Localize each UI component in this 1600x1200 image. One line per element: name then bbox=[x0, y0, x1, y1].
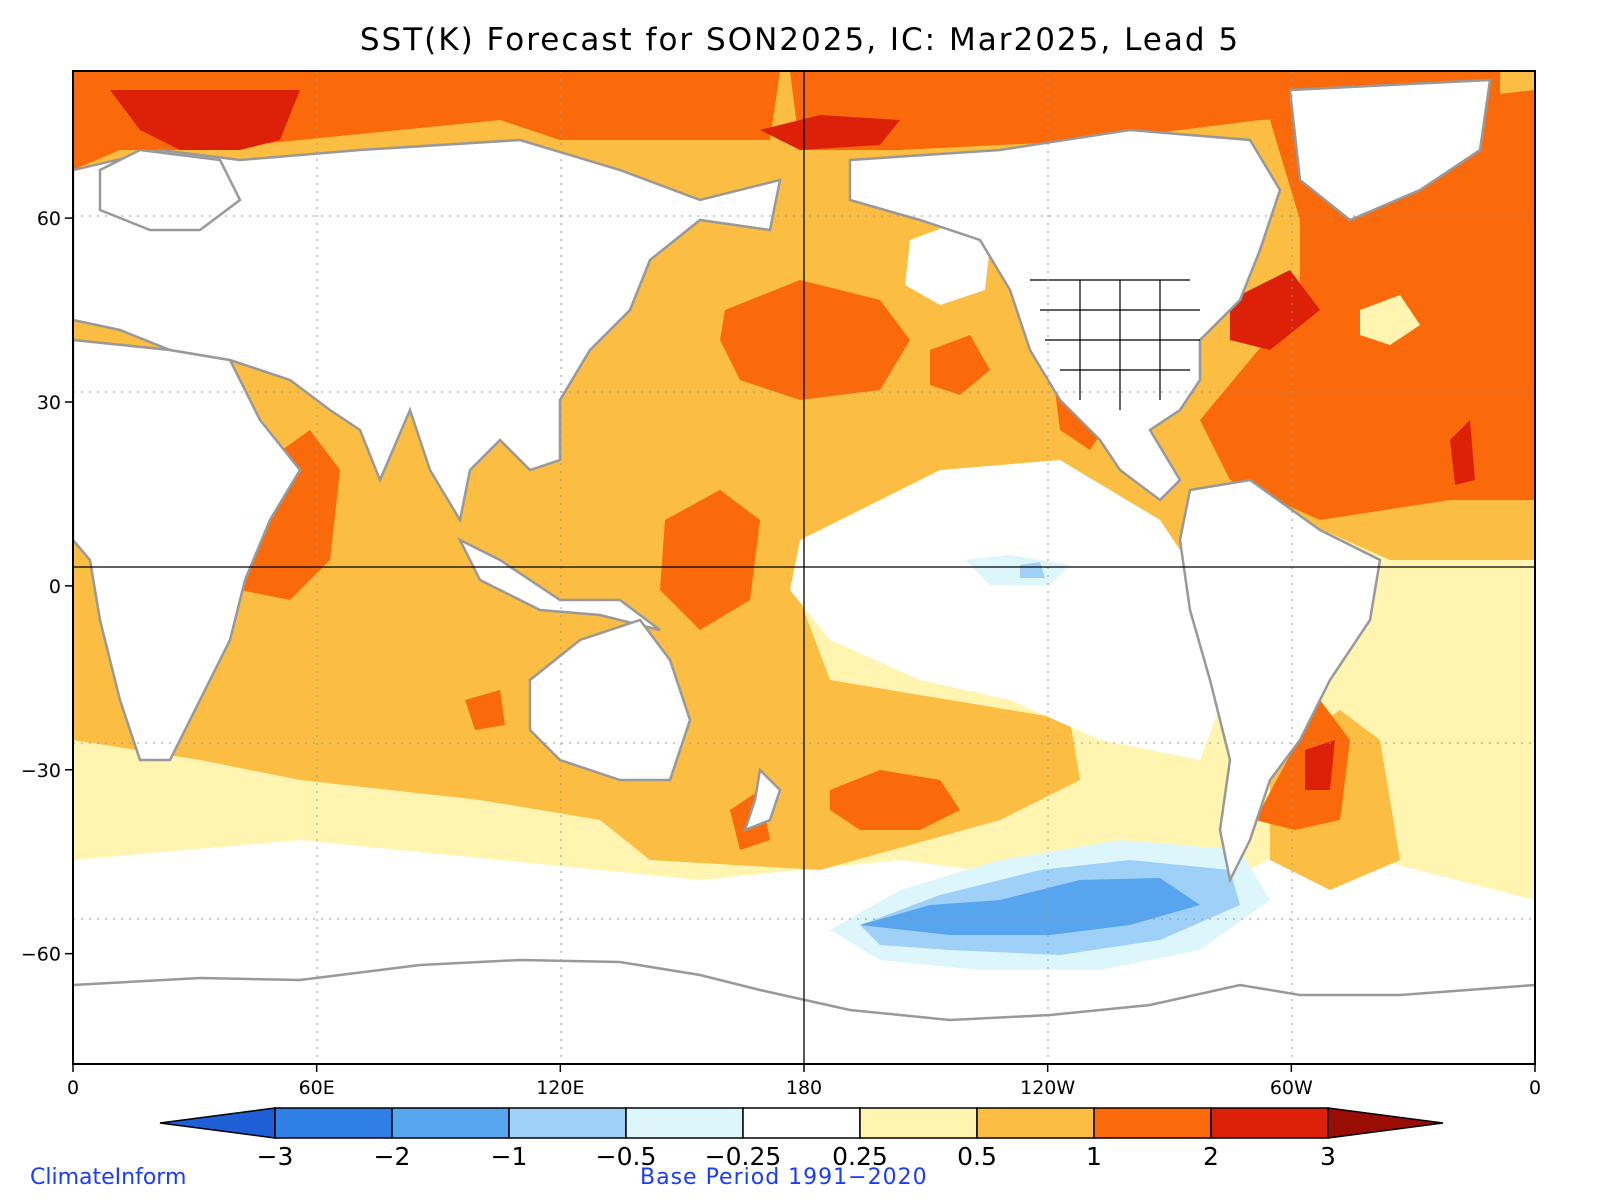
lat-tick-label: −60 bbox=[21, 944, 61, 966]
lat-tick-label: −30 bbox=[21, 760, 61, 782]
indonesia-islands bbox=[457, 537, 661, 632]
colorbar-segment bbox=[1093, 1107, 1212, 1139]
colorbar-segment bbox=[976, 1107, 1095, 1139]
colorbar-segment bbox=[742, 1107, 861, 1139]
base-period-label: Base Period 1991−2020 bbox=[640, 1165, 928, 1190]
colorbar-label: 0.25 bbox=[832, 1142, 888, 1171]
lon-tick-label: 180 bbox=[786, 1077, 822, 1099]
antarctica-coast bbox=[73, 958, 1535, 1022]
lon-tick-label: 120W bbox=[1020, 1077, 1075, 1099]
lon-tick-label: 120E bbox=[536, 1077, 584, 1099]
longitude-labels: 0 60E 120E 180 120W 60W 0 bbox=[67, 1077, 1541, 1099]
colorbar-segment bbox=[859, 1107, 978, 1139]
colorbar-labels: −3 −2 −1 −0.5 −0.25 0.25 0.5 1 2 3 bbox=[257, 1142, 1336, 1171]
colorbar-label: 0.5 bbox=[957, 1142, 997, 1171]
scandinavia bbox=[98, 148, 242, 232]
lon-tick-label: 60E bbox=[299, 1077, 335, 1099]
lat-tick-label: 30 bbox=[37, 392, 61, 414]
eurasia-landmass bbox=[73, 138, 782, 524]
credit-label: ClimateInform bbox=[30, 1165, 187, 1190]
lon-tick-label: 0 bbox=[67, 1077, 79, 1099]
colorbar-label: −0.5 bbox=[596, 1142, 657, 1171]
colorbar-max-arrow bbox=[1327, 1107, 1444, 1139]
colorbar-label: −3 bbox=[257, 1142, 294, 1171]
colorbar-label: −0.25 bbox=[705, 1142, 782, 1171]
us-state-borders bbox=[1030, 279, 1200, 410]
colorbar-label: −2 bbox=[374, 1142, 411, 1171]
colorbar bbox=[159, 1107, 1444, 1139]
colorbar-segment bbox=[625, 1107, 744, 1139]
continents bbox=[73, 78, 1535, 1022]
colorbar-segment bbox=[1210, 1107, 1329, 1139]
colorbar-label: 2 bbox=[1203, 1142, 1219, 1171]
new-zealand bbox=[742, 767, 782, 833]
africa-landmass bbox=[73, 338, 302, 762]
axis-ticks bbox=[65, 217, 1536, 1072]
latitude-labels: 60 30 0 −30 −60 bbox=[21, 208, 61, 966]
colorbar-label: −1 bbox=[491, 1142, 528, 1171]
lat-tick-label: 0 bbox=[49, 576, 61, 598]
north-america-landmass bbox=[848, 128, 1282, 502]
map-title: SST(K) Forecast for SON2025, IC: Mar2025… bbox=[359, 22, 1241, 58]
south-america-landmass bbox=[1178, 478, 1382, 884]
colorbar-label: 1 bbox=[1086, 1142, 1102, 1171]
colorbar-segment bbox=[274, 1107, 393, 1139]
australia-landmass bbox=[528, 618, 692, 782]
colorbar-min-arrow bbox=[159, 1107, 276, 1139]
lat-tick-label: 60 bbox=[37, 208, 61, 230]
colorbar-label: 3 bbox=[1320, 1142, 1336, 1171]
colorbar-segment bbox=[508, 1107, 627, 1139]
lon-tick-label: 0 bbox=[1529, 1077, 1541, 1099]
greenland bbox=[1288, 78, 1492, 222]
lon-tick-label: 60W bbox=[1270, 1077, 1313, 1099]
colorbar-segment bbox=[391, 1107, 510, 1139]
